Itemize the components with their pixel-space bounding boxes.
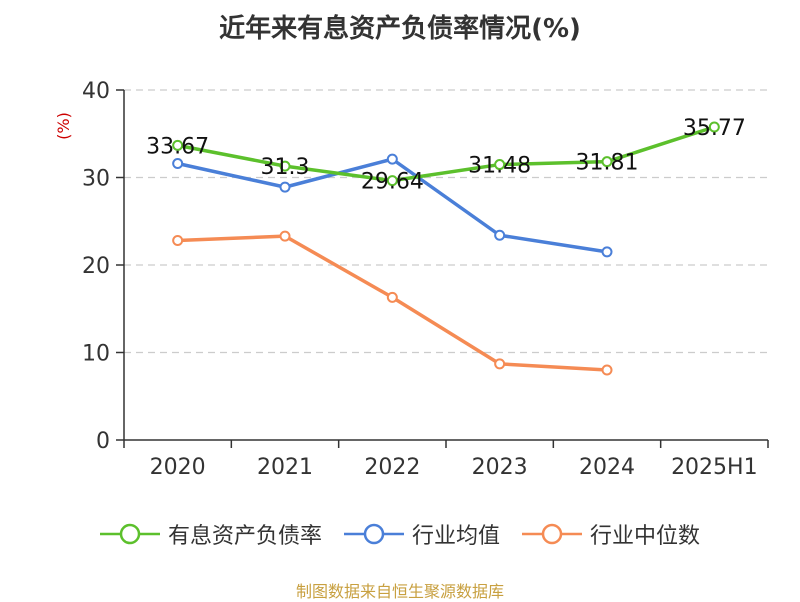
x-tick-label: 2023 <box>472 455 528 480</box>
data-point <box>601 156 613 168</box>
y-tick-label: 30 <box>82 167 110 192</box>
legend-item[interactable]: 行业中位数 <box>522 518 700 550</box>
data-point <box>172 235 184 246</box>
data-label: 29.64 <box>361 170 424 195</box>
data-point <box>386 153 398 165</box>
y-tick-label: 10 <box>82 342 110 367</box>
legend-swatch-icon <box>99 523 160 545</box>
data-point <box>386 291 398 303</box>
x-tick-label: 2020 <box>150 455 206 480</box>
data-point <box>494 229 506 241</box>
data-point <box>279 230 291 242</box>
legend-item[interactable]: 行业均值 <box>343 518 500 550</box>
data-label: 33.67 <box>146 134 209 159</box>
legend-swatch-icon <box>343 523 404 545</box>
y-tick-label: 40 <box>82 79 110 104</box>
data-point <box>386 175 398 187</box>
x-tick-label: 2021 <box>257 455 313 480</box>
y-tick-label: 0 <box>96 429 110 454</box>
y-tick-label: 20 <box>82 254 110 279</box>
data-source-note: 制图数据来自恒生聚源数据库 <box>295 582 504 601</box>
x-tick-label: 2022 <box>364 455 420 480</box>
data-point <box>601 364 613 376</box>
data-label: 35.77 <box>683 116 746 141</box>
chart-legend: 有息资产负债率 行业均值 行业中位数 <box>0 518 800 550</box>
data-point <box>708 121 720 133</box>
legend-swatch-icon <box>522 523 582 545</box>
data-label: 31.48 <box>468 154 531 179</box>
line-chart: 0 10 20 30 40 (%) 2020 2021 2022 2023 2024 2025H1 33… <box>54 79 769 480</box>
data-label: 31.81 <box>576 151 639 176</box>
data-point <box>279 160 291 172</box>
data-point <box>172 139 184 151</box>
legend-item[interactable]: 有息资产负债率 <box>99 518 322 550</box>
chart-title: 近年来有息资产负债率情况(%) <box>219 14 581 44</box>
y-axis-unit-label: (%) <box>54 112 73 140</box>
data-point <box>494 159 506 171</box>
data-point <box>279 181 291 193</box>
legend-label: 行业均值 <box>411 524 500 549</box>
x-tick-label: 2024 <box>579 455 635 480</box>
legend-label: 行业中位数 <box>590 524 701 549</box>
data-point <box>494 358 506 370</box>
data-point <box>601 246 613 258</box>
x-tick-label: 2025H1 <box>671 455 758 480</box>
series-line <box>175 234 609 372</box>
legend-label: 有息资产负债率 <box>167 524 322 549</box>
data-point <box>172 158 184 169</box>
data-label: 31.3 <box>261 155 310 180</box>
series-line <box>175 125 717 183</box>
